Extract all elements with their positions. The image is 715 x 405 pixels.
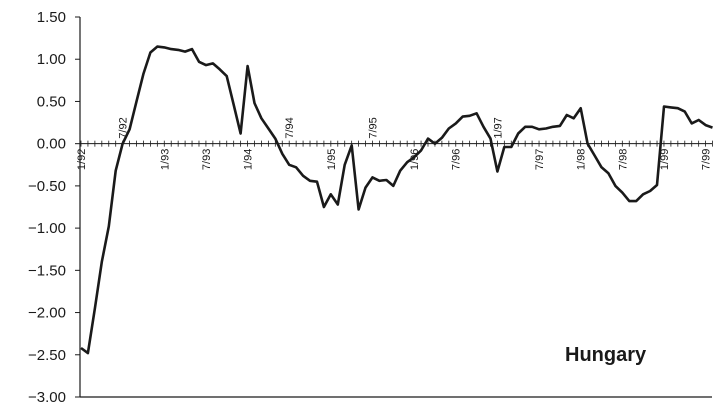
x-tick-label: 7/99 bbox=[701, 149, 713, 170]
tick-marks bbox=[75, 16, 713, 398]
y-tick-label: 0.00 bbox=[37, 136, 66, 153]
x-tick-label: 7/94 bbox=[284, 117, 296, 138]
y-tick-labels: 1.50 1.00 0.50 0.00 −0.50 −1.00 −1.50 −2.00 −2.5… bbox=[28, 9, 66, 405]
y-tick-label: 0.50 bbox=[37, 93, 66, 110]
axes bbox=[79, 17, 712, 398]
x-tick-label: 1/97 bbox=[492, 117, 504, 138]
y-tick-label: −1.00 bbox=[28, 220, 66, 237]
x-tick-label: 1/92 bbox=[76, 149, 88, 170]
x-tick-label: 1/99 bbox=[659, 149, 671, 170]
series-line bbox=[80, 45, 713, 355]
y-tick-label: −3.00 bbox=[28, 389, 66, 405]
x-tick-label: 7/98 bbox=[617, 149, 629, 170]
x-tick-label: 7/96 bbox=[451, 149, 463, 170]
x-tick-label: 7/93 bbox=[201, 149, 213, 170]
x-tick-label: 1/98 bbox=[576, 149, 588, 170]
y-tick-label: −1.50 bbox=[28, 262, 66, 279]
x-tick-label: 7/97 bbox=[534, 149, 546, 170]
x-tick-label: 1/95 bbox=[326, 149, 338, 170]
y-tick-label: −2.00 bbox=[28, 305, 66, 322]
x-tick-label: 7/95 bbox=[367, 117, 379, 138]
y-tick-label: 1.50 bbox=[37, 9, 66, 26]
x-tick-label: 1/94 bbox=[243, 149, 255, 170]
y-tick-label: 1.00 bbox=[37, 51, 66, 68]
x-tick-label: 1/93 bbox=[159, 149, 171, 170]
country-label: Hungary bbox=[565, 344, 647, 366]
y-tick-label: −2.50 bbox=[28, 347, 66, 364]
y-tick-label: −0.50 bbox=[28, 178, 66, 195]
data-series bbox=[80, 45, 713, 355]
